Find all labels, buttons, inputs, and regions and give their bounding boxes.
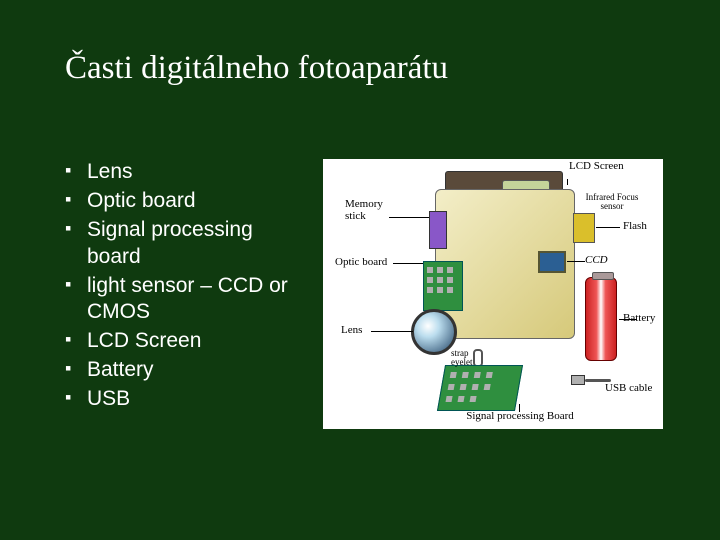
bullet-text: light sensor – CCD or CMOS: [87, 274, 288, 324]
label-ir: Infrared Focus sensor: [577, 193, 647, 212]
label-flash: Flash: [623, 221, 647, 233]
memory-stick-icon: [429, 211, 447, 249]
bullet-text: LCD Screen: [87, 329, 201, 352]
label-lcd: LCD Screen: [569, 161, 624, 173]
optic-board-icon: [423, 261, 463, 311]
list-item: Signal processing board: [65, 217, 305, 271]
label-lens: Lens: [341, 325, 362, 337]
label-usb: USB cable: [605, 383, 652, 395]
bullet-text: Lens: [87, 160, 133, 183]
label-optic: Optic board: [335, 257, 387, 269]
signal-board-icon: [437, 365, 523, 411]
bullet-text: USB: [87, 387, 130, 410]
bullet-text: Optic board: [87, 189, 196, 212]
page-title: Časti digitálneho fotoaparátu: [65, 50, 670, 87]
label-strap: strap eyelet: [451, 349, 481, 368]
list-item: Lens: [65, 159, 305, 186]
bullet-text: Signal processing board: [87, 218, 253, 268]
leader-line: [567, 179, 568, 185]
label-memory: Memory stick: [345, 199, 395, 222]
leader-line: [567, 261, 585, 262]
label-ccd: CCD: [585, 255, 608, 267]
list-item: USB: [65, 386, 305, 413]
camera-diagram: LCD Screen Memory stick Optic board Lens…: [323, 159, 663, 429]
battery-icon: [585, 277, 617, 361]
leader-line: [596, 227, 620, 228]
ccd-icon: [538, 251, 566, 273]
label-battery: Battery: [623, 313, 655, 325]
flash-icon: [573, 213, 595, 243]
label-signal: Signal processing Board: [465, 411, 575, 423]
content-row: Lens Optic board Signal processing board…: [65, 159, 670, 429]
leader-line: [393, 263, 423, 264]
leader-line: [389, 217, 429, 218]
list-item: Battery: [65, 357, 305, 384]
bullet-list: Lens Optic board Signal processing board…: [65, 159, 305, 415]
list-item: light sensor – CCD or CMOS: [65, 273, 305, 327]
list-item: LCD Screen: [65, 328, 305, 355]
list-item: Optic board: [65, 188, 305, 215]
bullet-text: Battery: [87, 358, 154, 381]
leader-line: [371, 331, 413, 332]
